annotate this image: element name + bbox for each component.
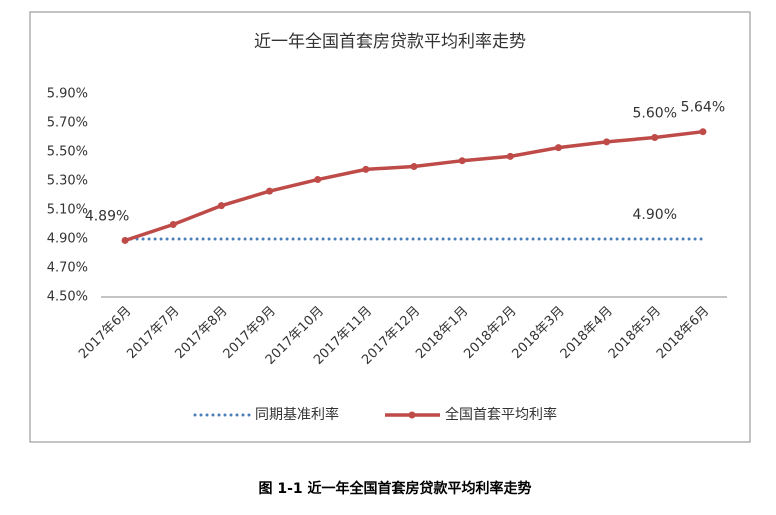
point — [458, 157, 466, 165]
point — [554, 144, 562, 152]
point — [699, 128, 707, 136]
point — [266, 187, 274, 195]
point — [506, 152, 514, 160]
chart-frame — [29, 11, 751, 443]
chart-title: 近一年全国首套房贷款平均利率走势 — [254, 32, 526, 52]
point — [169, 221, 177, 228]
y-tick-label: 5.10% — [47, 203, 88, 218]
legend-marker — [408, 411, 416, 419]
data-label: 4.90% — [633, 207, 677, 223]
y-tick-label: 5.30% — [47, 174, 88, 189]
point — [603, 138, 611, 146]
point — [410, 163, 418, 170]
data-label: 5.60% — [633, 106, 677, 122]
point — [362, 165, 370, 173]
y-tick-label: 4.70% — [47, 261, 88, 276]
caption: 图 1-1 近一年全国首套房贷款平均利率走势 — [258, 480, 531, 497]
y-tick-label: 4.50% — [47, 290, 88, 305]
y-tick-label: 5.50% — [47, 145, 88, 160]
data-label: 5.64% — [681, 100, 725, 116]
point — [314, 176, 322, 184]
point — [651, 134, 659, 141]
y-tick-label: 5.90% — [47, 87, 88, 102]
legend-label: 同期基准利率 — [255, 406, 339, 423]
y-tick-label: 4.90% — [47, 232, 88, 247]
point — [217, 202, 225, 210]
data-label: 4.89% — [85, 208, 129, 224]
y-tick-label: 5.70% — [47, 116, 88, 131]
legend-label: 全国首套平均利率 — [445, 406, 557, 423]
point — [121, 236, 129, 244]
